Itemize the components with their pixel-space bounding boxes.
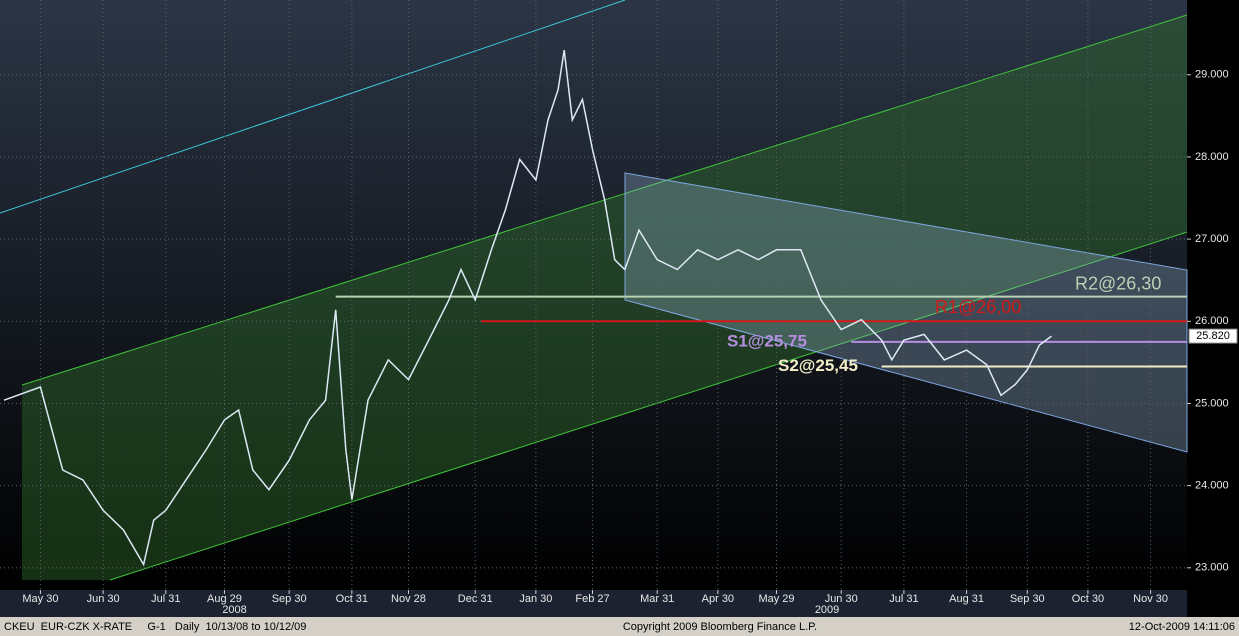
x-tick-label: Sep 30 (272, 593, 307, 605)
status-bar (0, 617, 1239, 636)
x-tick-label: Jul 31 (151, 593, 180, 605)
x-tick-label: Apr 30 (702, 593, 734, 605)
x-tick-label: Aug 29 (207, 593, 242, 605)
x-tick-label: Dec 31 (458, 593, 493, 605)
x-tick-label: Nov 28 (391, 593, 426, 605)
x-axis-background (0, 590, 1187, 617)
y-tick-label: 29.000 (1195, 69, 1229, 81)
plot-background (0, 0, 1187, 590)
timestamp: 12-Oct-2009 14:11:06 (1129, 621, 1235, 633)
level-label: S2@25,45 (778, 356, 858, 375)
copyright: Copyright 2009 Bloomberg Finance L.P. (623, 621, 817, 633)
y-tick-label: 26.000 (1195, 315, 1229, 327)
x-tick-label: Oct 31 (336, 593, 368, 605)
status-header: CKEU EUR-CZK X-RATE G-1 Daily 10/13/08 t… (4, 621, 306, 633)
y-tick-label: 27.000 (1195, 233, 1229, 245)
y-tick-label: 28.000 (1195, 151, 1229, 163)
x-tick-label: Mar 31 (640, 593, 674, 605)
x-tick-label: Aug 31 (949, 593, 984, 605)
level-label: R1@26,00 (935, 297, 1021, 317)
x-tick-label: Jan 30 (519, 593, 552, 605)
year-label: 2008 (222, 604, 246, 616)
x-tick-label: Nov 30 (1133, 593, 1168, 605)
x-tick-label: Jul 31 (889, 593, 918, 605)
year-label: 2009 (815, 604, 839, 616)
y-tick-label: 24.000 (1195, 480, 1229, 492)
x-tick-label: May 30 (22, 593, 58, 605)
level-label: R2@26,30 (1075, 273, 1161, 293)
x-tick-label: Feb 27 (575, 593, 609, 605)
price-line (3, 49, 1052, 567)
level-label: S1@25,75 (727, 331, 807, 350)
blue-channel (624, 172, 1188, 453)
channel-bottom (109, 231, 1188, 581)
last-price-box (1188, 328, 1238, 344)
x-tick-label: Oct 30 (1072, 593, 1104, 605)
last-price-label: 25.820 (1196, 330, 1230, 342)
x-tick-label: May 29 (758, 593, 794, 605)
marks (3, 49, 1187, 567)
axis-background (1187, 0, 1239, 617)
x-tick-label: Jun 30 (825, 593, 858, 605)
x-tick-label: Sep 30 (1010, 593, 1045, 605)
cyan-trend (0, 0, 626, 214)
y-tick-label: 23.000 (1195, 562, 1229, 574)
y-tick-label: 25.000 (1195, 397, 1229, 409)
x-tick-label: Jun 30 (87, 593, 120, 605)
